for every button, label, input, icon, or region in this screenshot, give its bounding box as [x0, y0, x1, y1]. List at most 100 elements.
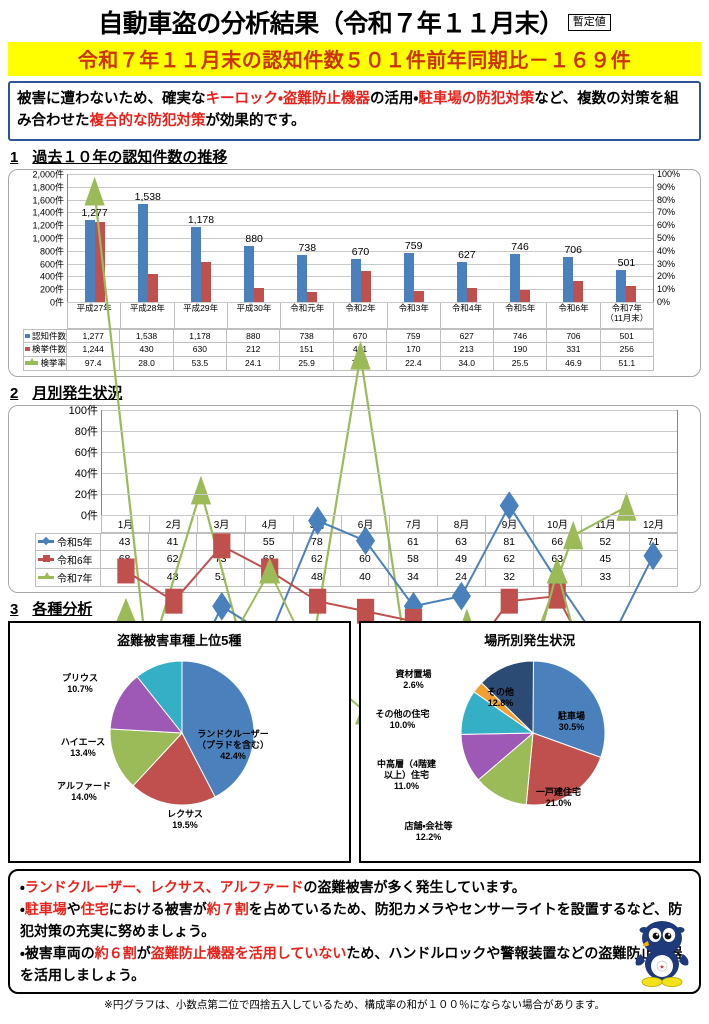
pie-slice-label: 中高層（4階建 以上）住宅 11.0% — [363, 759, 451, 791]
pie-label-text: その他 — [486, 686, 514, 697]
bar-value-label: 706 — [564, 243, 582, 256]
table-cell: 1,178 — [173, 328, 228, 343]
table-cell: 25.9 — [280, 356, 334, 371]
pie-charts-row: 盗難被害車種上位5種 ランドクルーザー （プラドを含む） 42.4% レクサス 19.5… — [8, 620, 701, 863]
pie-title: 場所別発生状況 — [484, 632, 576, 648]
pie-label-text: 一戸建住宅 — [535, 786, 581, 797]
pie-label-text: レクサス — [167, 808, 203, 819]
axis-tick-label: 40% — [657, 245, 676, 256]
section-label: 月別発生状況 — [32, 384, 123, 402]
pie-label-text: プリウス — [61, 672, 98, 683]
table-cell: 46.9 — [547, 356, 601, 371]
x-label-main: 平成27年 — [76, 302, 112, 313]
axis-tick-label: 100% — [657, 168, 681, 179]
x-axis-label: 令和4年 — [440, 301, 495, 329]
text-run: における被害が — [108, 901, 207, 918]
bar-cleared — [307, 292, 318, 302]
gridline — [68, 212, 653, 214]
x-label-main: 令和2年 — [345, 302, 376, 313]
table-cell: 62 — [485, 550, 534, 569]
gridline — [102, 430, 677, 432]
text-run: 盗難防止機器を活用していない — [150, 945, 347, 962]
gridline — [68, 237, 653, 239]
gridline — [68, 199, 653, 201]
bar-recognized — [350, 259, 361, 302]
axis-tick-label: 100件 — [68, 404, 98, 417]
bar-recognized — [297, 254, 308, 302]
text-run: の盗難被害が多く発生しています。 — [303, 878, 526, 895]
axis-tick-label: 20% — [657, 271, 676, 282]
pie-label-text: アルファード — [57, 780, 111, 791]
bar-value-label: 670 — [351, 246, 370, 259]
x-axis-label: 7月 — [390, 514, 438, 533]
bar-recognized — [403, 253, 414, 302]
text-run: 住宅 — [80, 901, 109, 918]
axis-tick-label: 400件 — [39, 271, 64, 282]
table-cell: 22.4 — [387, 356, 441, 371]
bar-cleared — [254, 288, 265, 302]
legend-entry: 令和5年 — [35, 532, 101, 551]
bar-value-label: 738 — [298, 241, 317, 254]
pie-value-label: 12.8% — [487, 697, 514, 708]
axis-tick-label: 50% — [657, 232, 676, 243]
table-cell: 1,538 — [120, 328, 174, 343]
table-cell: 66 — [533, 532, 582, 551]
x-axis-label: 3月 — [198, 514, 246, 533]
section-heading-3: 3 各種分析 — [10, 598, 701, 619]
legend-swatch-icon — [25, 333, 30, 338]
section-heading-2: 2 月別発生状況 — [10, 382, 701, 403]
table-cell: 190 — [493, 342, 548, 357]
chart2-plot — [101, 409, 678, 805]
gridline — [102, 409, 677, 411]
pie-slice-label: 駐車場 30.5% — [537, 711, 607, 733]
table-column: 738 151 25.9 — [280, 328, 334, 371]
x-label-main: 平成29年 — [183, 302, 219, 313]
gridline — [68, 301, 653, 303]
legend-swatch-icon — [25, 358, 39, 366]
text-run: 約６割 — [94, 945, 137, 962]
section-label: 各種分析 — [32, 600, 93, 618]
bar-group — [228, 174, 281, 302]
table-cell: 49 — [437, 550, 486, 569]
gridline — [68, 173, 653, 175]
table-cell: 759 — [387, 328, 441, 343]
x-axis-label: 平成27年 — [67, 301, 122, 329]
table-cell: 212 — [227, 342, 281, 357]
pie-slice — [109, 728, 184, 787]
pie-slice-label: その他の住宅 10.0% — [361, 709, 445, 731]
chart2-right-pad — [678, 410, 694, 515]
text-run: が — [136, 945, 151, 962]
text-run: 被害に遭わないため、確実な — [17, 91, 206, 107]
table-column: 880 212 24.1 — [227, 328, 281, 371]
axis-tick-label: 1,400件 — [32, 207, 64, 218]
bar-value-label: 880 — [245, 232, 263, 245]
pie-slice-label: ハイエース 13.4% — [50, 737, 116, 759]
pie-slice-label: アルファード 14.0% — [48, 781, 120, 803]
page-title: 自動車盗の分析結果（令和７年１１月末） — [98, 10, 564, 38]
legend-label: 令和7年 — [57, 573, 93, 585]
legend-marker-icon — [38, 540, 54, 544]
axis-tick-label: 2,000件 — [32, 169, 64, 180]
text-run: や — [66, 901, 81, 918]
text-run: 複合的な防犯対策 — [89, 113, 206, 130]
table-cell: 430 — [120, 342, 174, 357]
pie-slice — [109, 675, 184, 734]
text-run: を占めているため、防犯カメラやセンサーライトを設置するなど、防犯対策の充実に努め… — [20, 901, 683, 940]
legend-entry: 検挙件数 — [23, 342, 67, 357]
summary-box: ・ランドクルーザー、レクサス、アルファードの盗難被害が多く発生しています。 ・駐車… — [8, 868, 701, 995]
x-label-main: 令和4年 — [451, 302, 483, 313]
table-cell: 33 — [581, 568, 630, 587]
table-column: 759 170 22.4 — [387, 328, 441, 371]
provisional-badge: 暫定値 — [567, 13, 611, 31]
axis-tick-label: 200件 — [39, 284, 64, 295]
pie-label-text: 中高層（4階建 — [376, 758, 436, 769]
axis-tick-label: 1,200件 — [32, 220, 64, 231]
legend-label: 令和5年 — [57, 538, 93, 550]
bar-value-label: 1,538 — [134, 190, 161, 203]
pipo-kun-mascot-icon: ★ — [635, 921, 689, 988]
table-cell: 48 — [293, 568, 342, 587]
pie-slice — [136, 660, 183, 735]
x-label-main: 令和3年 — [398, 302, 429, 313]
pie-slice-label: 資材置場 2.6% — [379, 669, 449, 691]
section-number: 1 — [10, 148, 19, 166]
